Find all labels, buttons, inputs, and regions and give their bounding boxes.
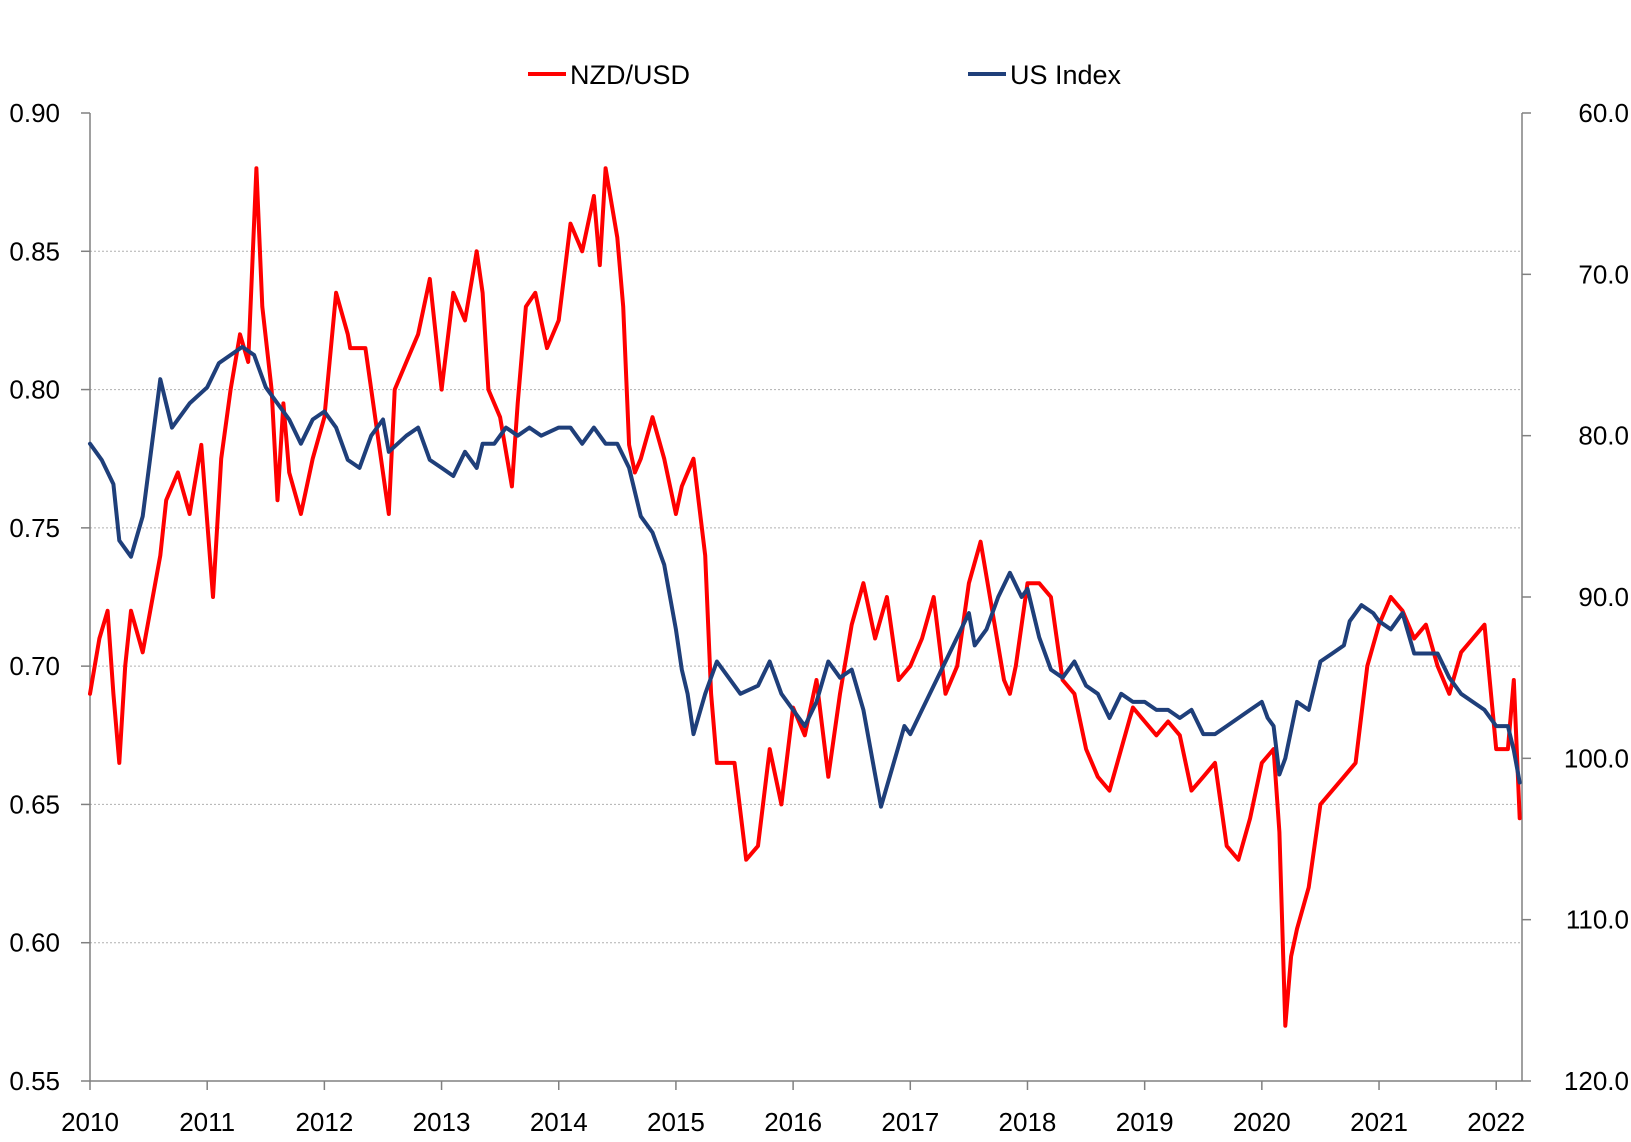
right-tick-label: 90.0 xyxy=(1578,582,1629,612)
x-tick-label: 2018 xyxy=(999,1107,1057,1137)
left-tick-label: 0.60 xyxy=(9,928,60,958)
x-tick-label: 2016 xyxy=(764,1107,822,1137)
x-tick-label: 2020 xyxy=(1233,1107,1291,1137)
left-tick-label: 0.75 xyxy=(9,513,60,543)
x-tick-label: 2014 xyxy=(530,1107,588,1137)
right-tick-label: 120.0 xyxy=(1564,1066,1629,1096)
series-line-nzdusd xyxy=(88,166,1522,1028)
left-tick-label: 0.65 xyxy=(9,789,60,819)
legend-label-nzdusd: NZD/USD xyxy=(570,60,690,90)
legend-label-us-index: US Index xyxy=(1010,60,1122,90)
x-tick-label: 2017 xyxy=(881,1107,939,1137)
right-tick-label: 80.0 xyxy=(1578,421,1629,451)
x-tick-label: 2015 xyxy=(647,1107,705,1137)
x-tick-label: 2019 xyxy=(1116,1107,1174,1137)
right-tick-label: 100.0 xyxy=(1564,743,1629,773)
left-tick-label: 0.55 xyxy=(9,1066,60,1096)
x-tick-label: 2011 xyxy=(179,1107,235,1137)
series-line-us-index xyxy=(88,344,1522,809)
x-tick-label: 2013 xyxy=(413,1107,471,1137)
series-lines xyxy=(88,166,1522,1028)
legend-item-nzdusd: NZD/USD xyxy=(528,60,690,90)
right-tick-label: 110.0 xyxy=(1566,905,1629,935)
x-tick-label: 2021 xyxy=(1350,1107,1408,1137)
x-tick-label: 2022 xyxy=(1467,1107,1525,1137)
gridlines xyxy=(90,250,1522,1082)
left-tick-label: 0.85 xyxy=(9,236,60,266)
legend: NZD/USD US Index xyxy=(528,60,1122,90)
right-tick-label: 70.0 xyxy=(1578,259,1629,289)
legend-item-us-index: US Index xyxy=(968,60,1122,90)
x-tick-label: 2010 xyxy=(61,1107,119,1137)
left-tick-label: 0.80 xyxy=(9,375,60,405)
left-tick-label: 0.90 xyxy=(9,98,60,128)
right-tick-label: 60.0 xyxy=(1578,98,1629,128)
tick-labels: 0.90 0.85 0.80 0.75 0.70 0.65 0.60 0.55 60.0 70.0… xyxy=(9,98,1629,1137)
x-tick-label: 2012 xyxy=(295,1107,353,1137)
axes xyxy=(81,112,1531,1090)
left-tick-label: 0.70 xyxy=(9,651,60,681)
